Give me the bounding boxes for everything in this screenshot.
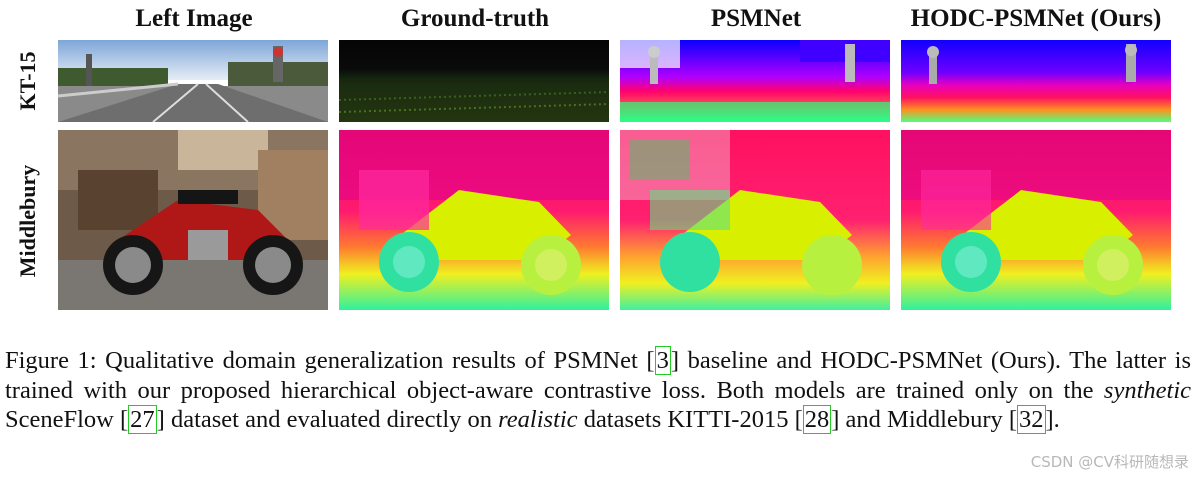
kt15-left-image	[58, 40, 328, 122]
row-label-kt15: KT-15	[15, 51, 40, 111]
middlebury-left-image	[58, 130, 328, 310]
citation-link-27[interactable]: 27	[128, 405, 157, 434]
column-header-ground-truth: Ground-truth	[400, 5, 550, 32]
caption-emphasis: synthetic	[1103, 376, 1191, 404]
column-header-psmnet: PSMNet	[710, 5, 802, 32]
middlebury-psmnet	[620, 130, 890, 310]
column-header-left-image: Left Image	[135, 5, 253, 32]
middlebury-hodc-psmnet	[901, 130, 1171, 310]
caption-text: ].	[1045, 406, 1060, 433]
citation-link-3[interactable]: 3	[654, 346, 671, 375]
caption-text: ] and Middlebury [	[831, 406, 1018, 433]
caption-text: ] dataset and evaluated directly on	[156, 406, 499, 433]
caption-text: datasets KITTI-2015 [	[577, 406, 803, 433]
kt15-psmnet	[620, 40, 890, 122]
citation-link-32[interactable]: 32	[1017, 405, 1046, 434]
caption-text: SceneFlow [	[5, 406, 129, 433]
kt15-ground-truth	[339, 40, 609, 122]
caption-text: ] baseline and HODC-PSMNet (Ours). The l…	[5, 347, 1191, 404]
middlebury-ground-truth	[339, 130, 609, 310]
column-header-hodc-psmnet: HODC-PSMNet (Ours)	[910, 5, 1162, 32]
kt15-hodc-psmnet	[901, 40, 1171, 122]
row-label-middlebury: Middlebury	[15, 164, 40, 278]
caption-emphasis: realistic	[498, 406, 578, 433]
citation-link-28[interactable]: 28	[802, 405, 832, 434]
caption-text: Figure 1: Qualitative domain generalizat…	[5, 347, 655, 374]
watermark: CSDN @CV科研随想录	[1030, 453, 1189, 471]
figure-caption: Figure 1: Qualitative domain generalizat…	[5, 346, 1191, 435]
